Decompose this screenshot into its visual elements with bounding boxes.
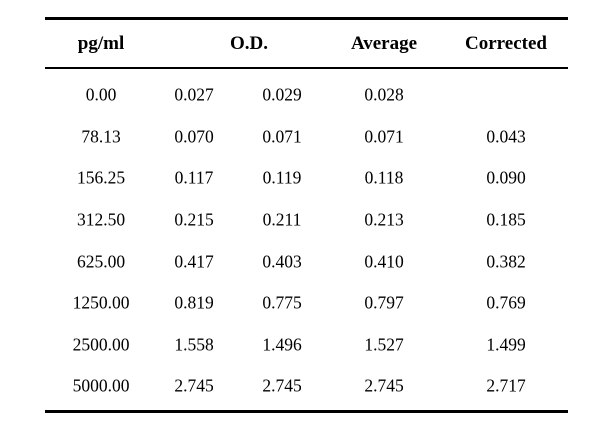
corrected-cell: 0.769 [486, 292, 526, 313]
table-row: 0.00 0.027 0.029 0.028 [45, 75, 568, 117]
average-cell: 1.527 [364, 334, 404, 355]
concentration-cell: 5000.00 [72, 375, 130, 396]
average-cell: 0.797 [364, 292, 404, 313]
table-body: 0.00 0.027 0.029 0.028 78.13 0.070 0.071 0.071 0… [45, 75, 568, 408]
corrected-cell: 0.090 [486, 167, 526, 188]
header-concentration: pg/ml [77, 32, 125, 54]
concentration-cell: 312.50 [76, 209, 126, 230]
corrected-cell: 0.185 [486, 209, 526, 230]
table-row: 2500.00 1.558 1.496 1.527 1.499 [45, 324, 568, 366]
od-reading-2-cell: 0.403 [262, 251, 302, 272]
corrected-cell: 2.717 [486, 375, 526, 396]
table-row: 156.25 0.117 0.119 0.118 0.090 [45, 158, 568, 200]
average-cell: 0.028 [364, 84, 404, 105]
od-reading-1-cell: 0.417 [174, 251, 214, 272]
od-reading-1-cell: 0.027 [174, 84, 214, 105]
table-row: 1250.00 0.819 0.775 0.797 0.769 [45, 282, 568, 324]
concentration-cell: 0.00 [85, 84, 117, 105]
average-cell: 0.071 [364, 126, 404, 147]
standard-curve-table: pg/ml O.D. Average Corrected 0.00 0.027 0.… [45, 17, 568, 414]
table-row: 625.00 0.417 0.403 0.410 0.382 [45, 241, 568, 283]
top-rule [45, 17, 568, 20]
concentration-cell: 78.13 [81, 126, 121, 147]
header-corrected: Corrected [465, 32, 547, 54]
corrected-cell: 0.382 [486, 251, 526, 272]
od-reading-1-cell: 1.558 [174, 334, 214, 355]
od-reading-1-cell: 0.819 [174, 292, 214, 313]
od-reading-2-cell: 0.119 [262, 167, 302, 188]
od-reading-2-cell: 0.029 [262, 84, 302, 105]
od-reading-2-cell: 0.775 [262, 292, 302, 313]
concentration-cell: 156.25 [76, 167, 126, 188]
od-reading-1-cell: 2.745 [174, 375, 214, 396]
od-reading-1-cell: 0.070 [174, 126, 214, 147]
header-average: Average [350, 32, 418, 54]
od-reading-2-cell: 0.211 [262, 209, 302, 230]
bottom-rule [45, 410, 568, 414]
header-rule [45, 67, 568, 69]
concentration-cell: 625.00 [76, 251, 126, 272]
average-cell: 0.410 [364, 251, 404, 272]
od-reading-1-cell: 0.215 [174, 209, 214, 230]
corrected-cell: 1.499 [486, 334, 526, 355]
header-od: O.D. [230, 32, 268, 54]
od-reading-2-cell: 2.745 [262, 375, 302, 396]
concentration-cell: 1250.00 [72, 292, 130, 313]
average-cell: 2.745 [364, 375, 404, 396]
corrected-cell: 0.043 [486, 126, 526, 147]
od-reading-2-cell: 0.071 [262, 126, 302, 147]
table-row: 5000.00 2.745 2.745 2.745 2.717 [45, 366, 568, 408]
concentration-cell: 2500.00 [72, 334, 130, 355]
average-cell: 0.118 [364, 167, 404, 188]
header-row: pg/ml O.D. Average Corrected [45, 20, 568, 67]
table-row: 312.50 0.215 0.211 0.213 0.185 [45, 199, 568, 241]
od-reading-1-cell: 0.117 [174, 167, 214, 188]
table-row: 78.13 0.070 0.071 0.071 0.043 [45, 116, 568, 158]
od-reading-2-cell: 1.496 [262, 334, 302, 355]
average-cell: 0.213 [364, 209, 404, 230]
